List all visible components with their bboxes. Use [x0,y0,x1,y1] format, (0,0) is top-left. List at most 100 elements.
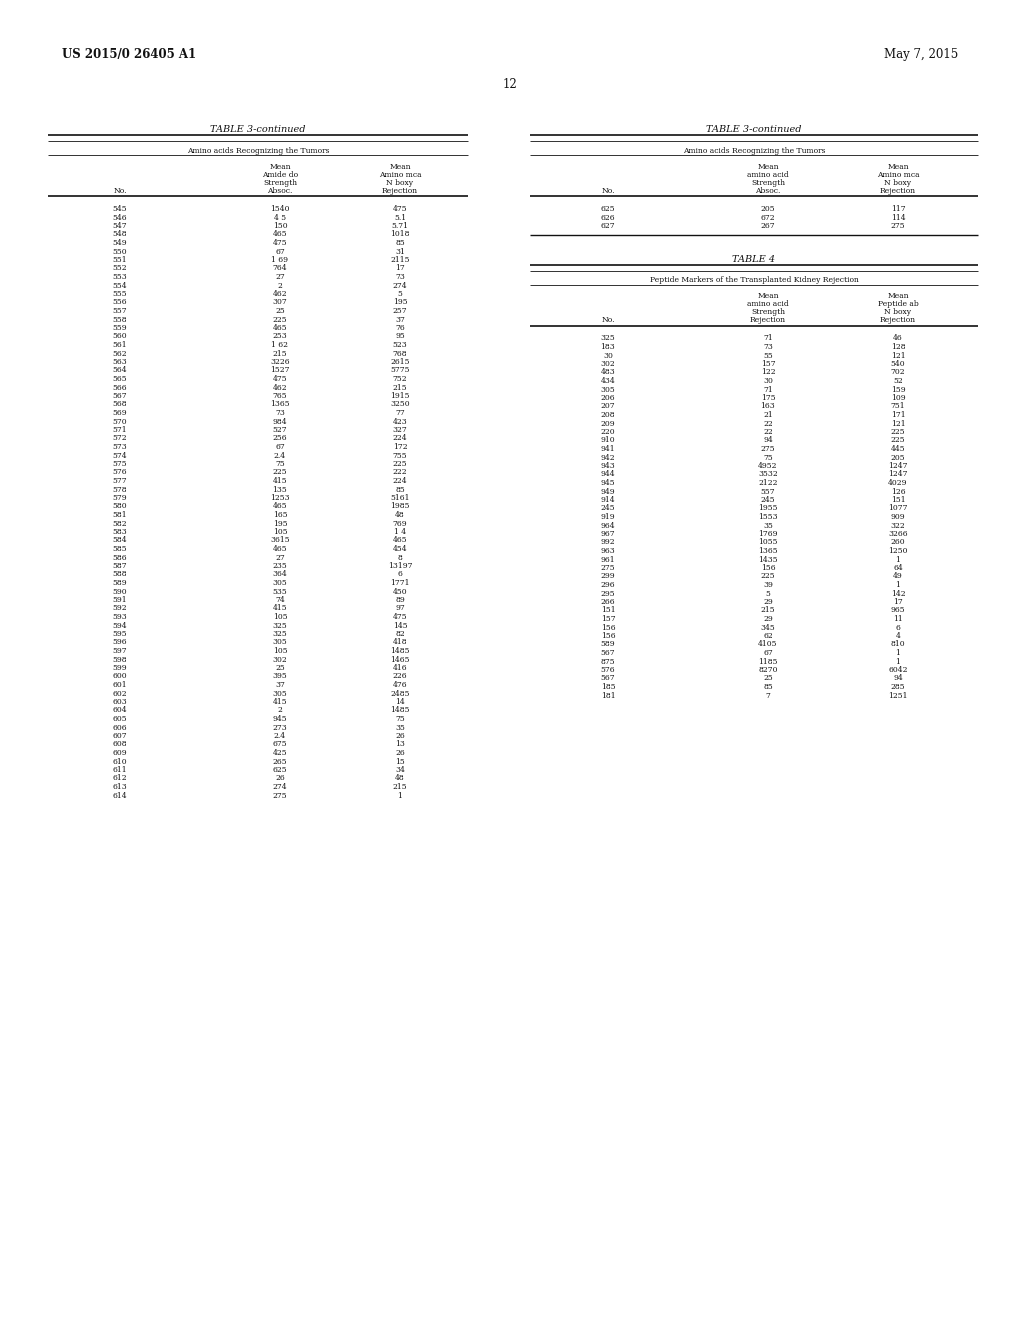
Text: 612: 612 [112,775,127,783]
Text: 415: 415 [272,698,287,706]
Text: 209: 209 [600,420,614,428]
Text: 910: 910 [600,437,614,445]
Text: 535: 535 [272,587,287,595]
Text: 588: 588 [112,570,127,578]
Text: Absoc.: Absoc. [267,187,292,195]
Text: 592: 592 [112,605,127,612]
Text: 608: 608 [112,741,127,748]
Text: 205: 205 [760,205,774,213]
Text: 465: 465 [272,503,287,511]
Text: 1485: 1485 [390,706,410,714]
Text: 545: 545 [112,205,127,213]
Text: 275: 275 [600,564,614,572]
Text: 364: 364 [272,570,287,578]
Text: 71: 71 [762,334,772,342]
Text: Strength: Strength [750,309,785,317]
Text: 2: 2 [277,281,282,289]
Text: 1915: 1915 [390,392,410,400]
Text: 6: 6 [895,623,900,631]
Text: 2485: 2485 [390,689,410,697]
Text: 299: 299 [600,573,614,581]
Text: Mean: Mean [887,293,908,301]
Text: 551: 551 [112,256,127,264]
Text: 302: 302 [600,360,614,368]
Text: 215: 215 [272,350,287,358]
Text: 260: 260 [890,539,905,546]
Text: 583: 583 [112,528,127,536]
Text: 94: 94 [893,675,902,682]
Text: 159: 159 [890,385,905,393]
Text: 567: 567 [600,649,614,657]
Text: 195: 195 [392,298,407,306]
Text: 1769: 1769 [757,531,777,539]
Text: 274: 274 [392,281,407,289]
Text: 121: 121 [890,420,905,428]
Text: 561: 561 [112,341,127,348]
Text: 26: 26 [394,733,405,741]
Text: 208: 208 [600,411,614,418]
Text: 475: 475 [272,239,287,247]
Text: 395: 395 [272,672,287,681]
Text: 181: 181 [600,692,614,700]
Text: 274: 274 [272,783,287,791]
Text: 13197: 13197 [387,562,412,570]
Text: 1055: 1055 [757,539,777,546]
Text: 142: 142 [890,590,905,598]
Text: 105: 105 [272,528,287,536]
Text: 465: 465 [272,545,287,553]
Text: 163: 163 [760,403,774,411]
Text: 3226: 3226 [270,358,289,366]
Text: 175: 175 [760,393,774,403]
Text: 256: 256 [272,434,287,442]
Text: 4029: 4029 [888,479,907,487]
Text: 25: 25 [762,675,772,682]
Text: 245: 245 [600,504,614,512]
Text: 30: 30 [762,378,772,385]
Text: 576: 576 [112,469,127,477]
Text: 675: 675 [272,741,287,748]
Text: 35: 35 [394,723,405,731]
Text: 22: 22 [762,420,772,428]
Text: 568: 568 [112,400,127,408]
Text: 1077: 1077 [888,504,907,512]
Text: 109: 109 [890,393,905,403]
Text: 172: 172 [392,444,407,451]
Text: 625: 625 [272,766,287,774]
Text: 984: 984 [272,417,287,425]
Text: 557: 557 [760,487,774,495]
Text: 945: 945 [272,715,287,723]
Text: 97: 97 [394,605,405,612]
Text: 611: 611 [112,766,127,774]
Text: 961: 961 [600,556,614,564]
Text: 295: 295 [600,590,614,598]
Text: 305: 305 [272,689,287,697]
Text: 3615: 3615 [270,536,289,544]
Text: 627: 627 [600,222,614,230]
Text: amino acid: amino acid [746,172,788,180]
Text: 752: 752 [392,375,407,383]
Text: 5775: 5775 [390,367,410,375]
Text: 305: 305 [272,579,287,587]
Text: 5: 5 [765,590,769,598]
Text: 8270: 8270 [757,667,777,675]
Text: 765: 765 [272,392,287,400]
Text: 5: 5 [397,290,403,298]
Text: 625: 625 [600,205,614,213]
Text: 585: 585 [112,545,127,553]
Text: 14: 14 [394,698,405,706]
Text: 121: 121 [890,351,905,359]
Text: Mean: Mean [756,293,779,301]
Text: 3266: 3266 [888,531,907,539]
Text: 1465: 1465 [390,656,410,664]
Text: 483: 483 [600,368,614,376]
Text: 875: 875 [600,657,614,665]
Text: 26: 26 [394,748,405,756]
Text: 8: 8 [397,553,403,561]
Text: 610: 610 [112,758,127,766]
Text: 614: 614 [112,792,127,800]
Text: 2615: 2615 [390,358,410,366]
Text: TABLE 3-continued: TABLE 3-continued [210,125,306,135]
Text: 1 62: 1 62 [271,341,288,348]
Text: 29: 29 [762,598,772,606]
Text: 992: 992 [600,539,614,546]
